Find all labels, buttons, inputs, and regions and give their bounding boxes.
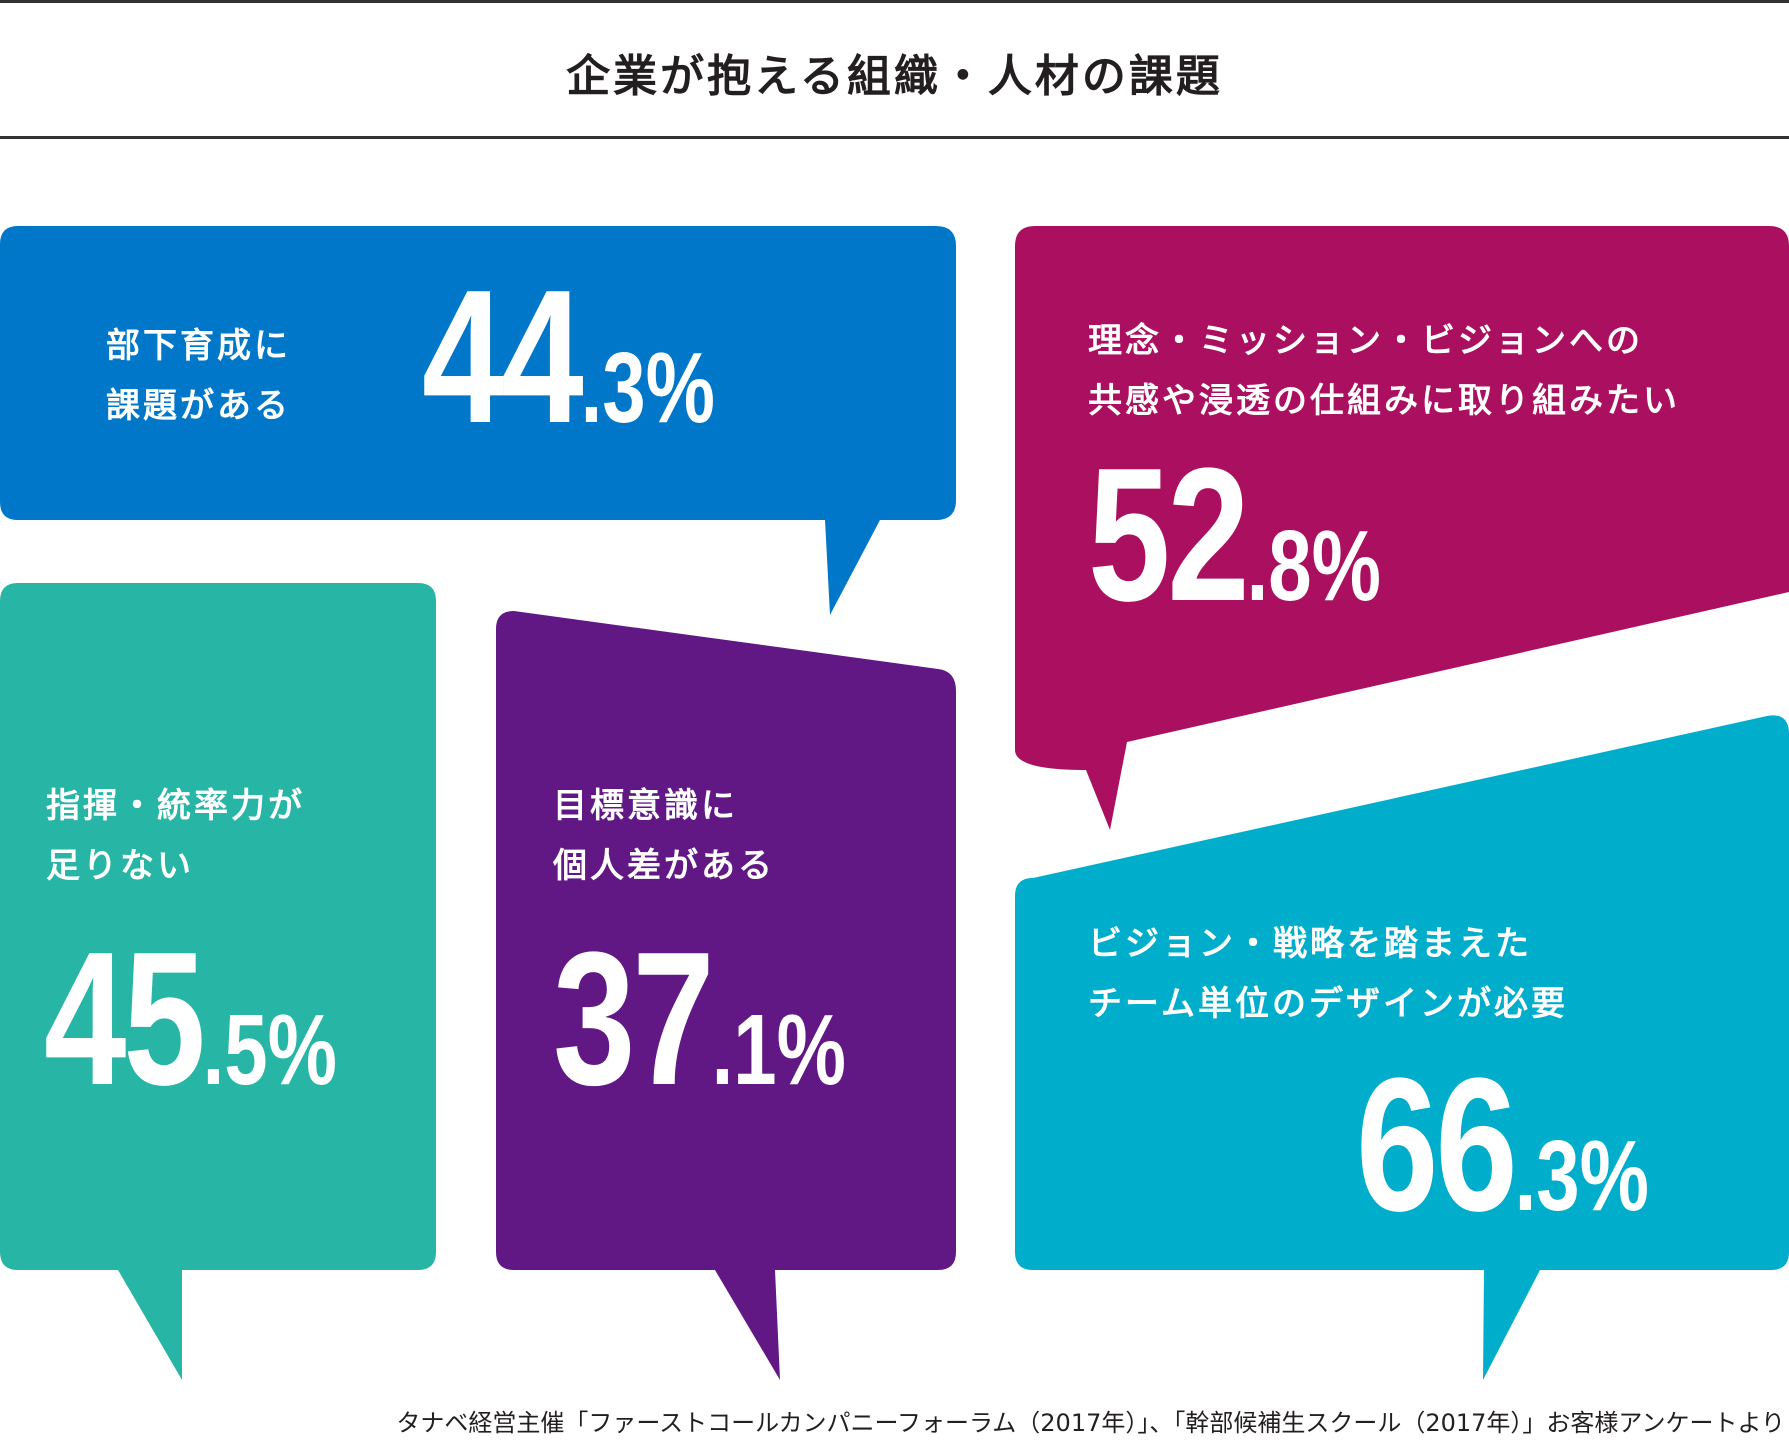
value-integer: 52 [1088,429,1247,641]
value-decimal: 3 [602,332,645,444]
value-percent-sign: % [646,332,715,444]
value-percent-sign: % [1312,510,1381,622]
value-integer: 45 [44,913,203,1125]
value-decimal: 1 [733,994,776,1106]
value-decimal-point: . [1247,510,1269,622]
label-vision-strategy: ビジョン・戦略を踏まえた チーム単位のデザインが必要 [1088,914,1568,1034]
value-integer: 44 [422,251,581,463]
source-note: タナベ経営主催「ファーストコールカンパニーフォーラム（2017年）」、「幹部候補… [396,1403,1785,1438]
value-integer: 66 [1356,1039,1515,1251]
value-integer: 37 [553,913,712,1125]
label-goal-awareness: 目標意識に 個人差がある [553,776,775,896]
label-line: ビジョン・戦略を踏まえた [1088,914,1568,974]
value-leadership: 45.5% [44,924,337,1114]
value-decimal: 8 [1268,510,1311,622]
value-decimal-point: . [203,994,225,1106]
value-percent-sign: % [1580,1120,1649,1232]
label-line: 個人差がある [553,836,775,896]
label-philosophy-vision: 理念・ミッション・ビジョンへの 共感や浸透の仕組みに取り組みたい [1088,311,1680,431]
value-philosophy-vision: 52.8% [1088,440,1381,630]
label-line: 足りない [46,836,305,896]
value-subordinate-development: 44.3% [422,262,715,452]
label-line: 指揮・統率力が [46,776,305,836]
label-line: 目標意識に [553,776,775,836]
value-decimal: 5 [224,994,267,1106]
label-line: 部下育成に [106,316,291,376]
value-decimal-point: . [712,994,734,1106]
label-leadership: 指揮・統率力が 足りない [46,776,305,896]
value-decimal-point: . [1515,1120,1537,1232]
label-line: 理念・ミッション・ビジョンへの [1088,311,1680,371]
value-decimal: 3 [1536,1120,1579,1232]
value-percent-sign: % [777,994,846,1106]
label-line: 課題がある [106,376,291,436]
label-subordinate-development: 部下育成に 課題がある [106,316,291,436]
value-goal-awareness: 37.1% [553,924,846,1114]
value-percent-sign: % [268,994,337,1106]
label-line: 共感や浸透の仕組みに取り組みたい [1088,371,1680,431]
value-decimal-point: . [581,332,603,444]
value-vision-strategy: 66.3% [1356,1050,1649,1240]
label-line: チーム単位のデザインが必要 [1088,974,1568,1034]
